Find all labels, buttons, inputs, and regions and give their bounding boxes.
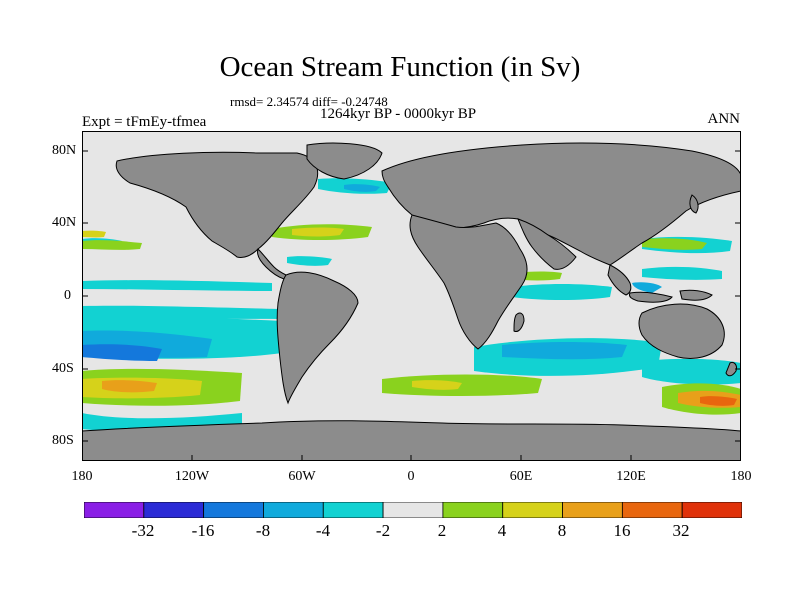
season-label: ANN — [707, 111, 741, 127]
lat-label-80n: 80N — [52, 143, 77, 158]
colorbar-label: -32 — [131, 521, 155, 540]
new-zealand — [725, 362, 737, 377]
colorbar-swatch — [322, 502, 384, 518]
colorbar-swatch — [382, 502, 444, 518]
colorbar — [84, 502, 742, 518]
colorbar-swatch — [84, 502, 145, 518]
lon-label-120e: 120E — [616, 469, 646, 484]
colorbar-swatch — [562, 502, 623, 518]
north-america — [115, 151, 319, 258]
colorbar-swatch — [621, 502, 683, 518]
colorbar-swatch — [442, 502, 504, 518]
southeast-asia — [607, 264, 632, 296]
lon-label-180e: 180 — [730, 469, 752, 484]
colorbar-label: 16 — [613, 521, 631, 540]
chart-title: Ocean Stream Function (in Sv) — [219, 51, 581, 83]
south-america — [276, 271, 359, 405]
colorbar-label: 4 — [497, 521, 507, 540]
japan — [689, 194, 699, 214]
lon-label-0: 0 — [407, 469, 415, 484]
colorbar-label: 32 — [672, 521, 690, 540]
colorbar-swatch — [143, 502, 205, 518]
antarctica — [82, 420, 741, 461]
colorbar-label: -4 — [315, 521, 331, 540]
new-guinea — [679, 289, 713, 301]
experiment-label: Expt = tFmEy-tfmea — [82, 114, 207, 130]
lon-label-60w: 60W — [288, 469, 316, 484]
africa — [409, 214, 528, 350]
lat-label-80s: 80S — [52, 433, 74, 448]
lon-label-120w: 120W — [174, 469, 210, 484]
stream-function-map — [82, 131, 741, 461]
stats-subtitle: rmsd= 2.34574 diff= -0.24748 — [230, 94, 388, 109]
positive-streamfunction-contours — [82, 224, 741, 415]
period-subtitle: 1264kyr BP - 0000kyr BP — [320, 106, 477, 122]
map-frame — [82, 131, 741, 461]
negative-streamfunction-contours — [82, 178, 741, 440]
colorbar-swatch — [203, 502, 264, 518]
lon-label-60e: 60E — [509, 469, 533, 484]
colorbar-label: 2 — [437, 521, 447, 540]
indonesia — [629, 291, 673, 303]
madagascar — [513, 312, 525, 332]
australia — [638, 303, 725, 359]
greenland — [306, 142, 383, 180]
colorbar-label: -16 — [191, 521, 215, 540]
lat-label-40s: 40S — [52, 361, 74, 376]
arabia-india — [517, 218, 577, 270]
colorbar-label: -8 — [255, 521, 271, 540]
colorbar-label: -2 — [375, 521, 391, 540]
lat-label-0: 0 — [64, 288, 71, 303]
lon-label-180w: 180 — [71, 469, 93, 484]
colorbar-label: 8 — [557, 521, 567, 540]
colorbar-swatch — [681, 502, 742, 518]
land-masses — [82, 142, 741, 461]
colorbar-swatch — [502, 502, 563, 518]
lat-label-40n: 40N — [52, 215, 77, 230]
colorbar-swatch — [263, 502, 324, 518]
